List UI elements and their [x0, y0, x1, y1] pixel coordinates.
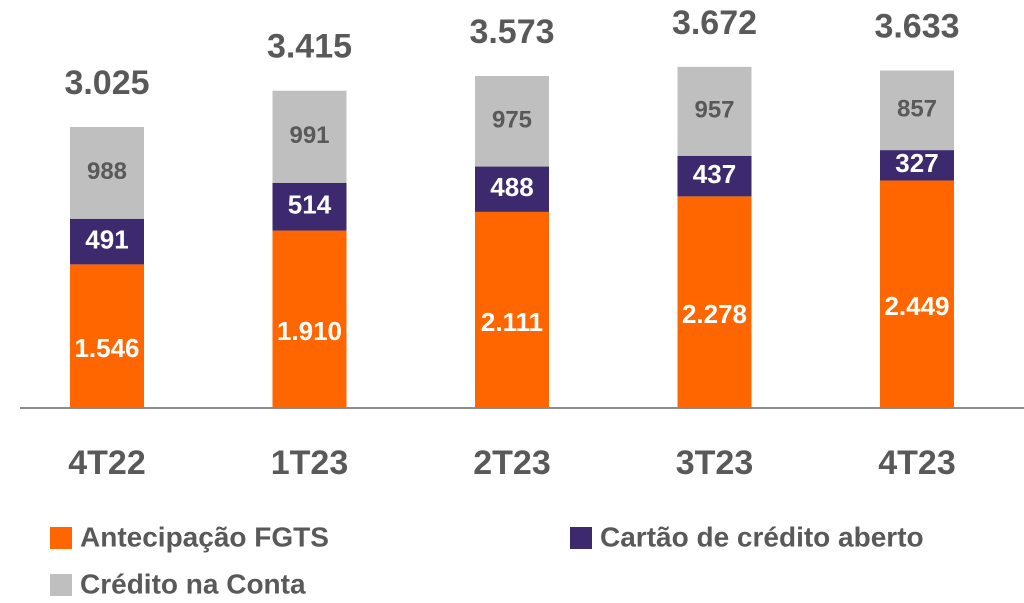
value-label: 488	[490, 172, 533, 202]
value-label: 327	[895, 148, 938, 178]
total-label: 3.025	[64, 64, 149, 102]
value-label: 1.546	[74, 333, 139, 363]
total-label: 3.633	[874, 7, 959, 45]
value-label: 2.278	[682, 299, 747, 329]
legend-swatch	[50, 527, 72, 549]
bar-segment	[475, 211, 549, 408]
value-label: 988	[87, 158, 127, 185]
total-label: 3.573	[469, 13, 554, 51]
legend-swatch	[50, 574, 72, 596]
bar-segment	[677, 196, 752, 408]
value-label: 957	[694, 97, 734, 124]
bar-segment	[880, 150, 954, 181]
value-label: 437	[693, 159, 736, 189]
bar-segment	[272, 182, 347, 231]
bar-segment	[880, 180, 954, 408]
bar-segment	[70, 126, 144, 219]
total-label: 3.415	[267, 28, 352, 66]
total-label: 3.672	[672, 4, 757, 42]
bar-segment	[70, 218, 144, 265]
value-label: 2.449	[884, 291, 949, 321]
legend-swatch	[570, 527, 592, 549]
legend-label: Antecipação FGTS	[80, 521, 329, 552]
x-tick-label: 1T23	[271, 444, 349, 482]
legend-label: Crédito na Conta	[80, 568, 306, 599]
value-label: 491	[85, 224, 128, 254]
value-label: 514	[288, 190, 332, 220]
x-tick-label: 4T22	[68, 444, 146, 482]
x-tick-label: 2T23	[473, 444, 551, 482]
bar-segment	[272, 230, 347, 408]
bar-segment	[70, 264, 144, 408]
value-label: 991	[289, 122, 329, 149]
bar-segment	[475, 166, 549, 212]
bar-segment	[677, 155, 752, 197]
bar-segment	[880, 70, 954, 151]
value-label: 857	[897, 96, 937, 123]
value-label: 975	[492, 107, 532, 134]
value-label: 2.111	[481, 307, 543, 337]
x-tick-label: 3T23	[676, 444, 754, 482]
value-label: 1.910	[277, 316, 342, 346]
bar-segment	[677, 66, 752, 156]
x-tick-label: 4T23	[878, 444, 956, 482]
legend-label: Cartão de crédito aberto	[600, 521, 924, 552]
bar-segment	[475, 75, 549, 167]
bar-segment	[272, 90, 347, 183]
